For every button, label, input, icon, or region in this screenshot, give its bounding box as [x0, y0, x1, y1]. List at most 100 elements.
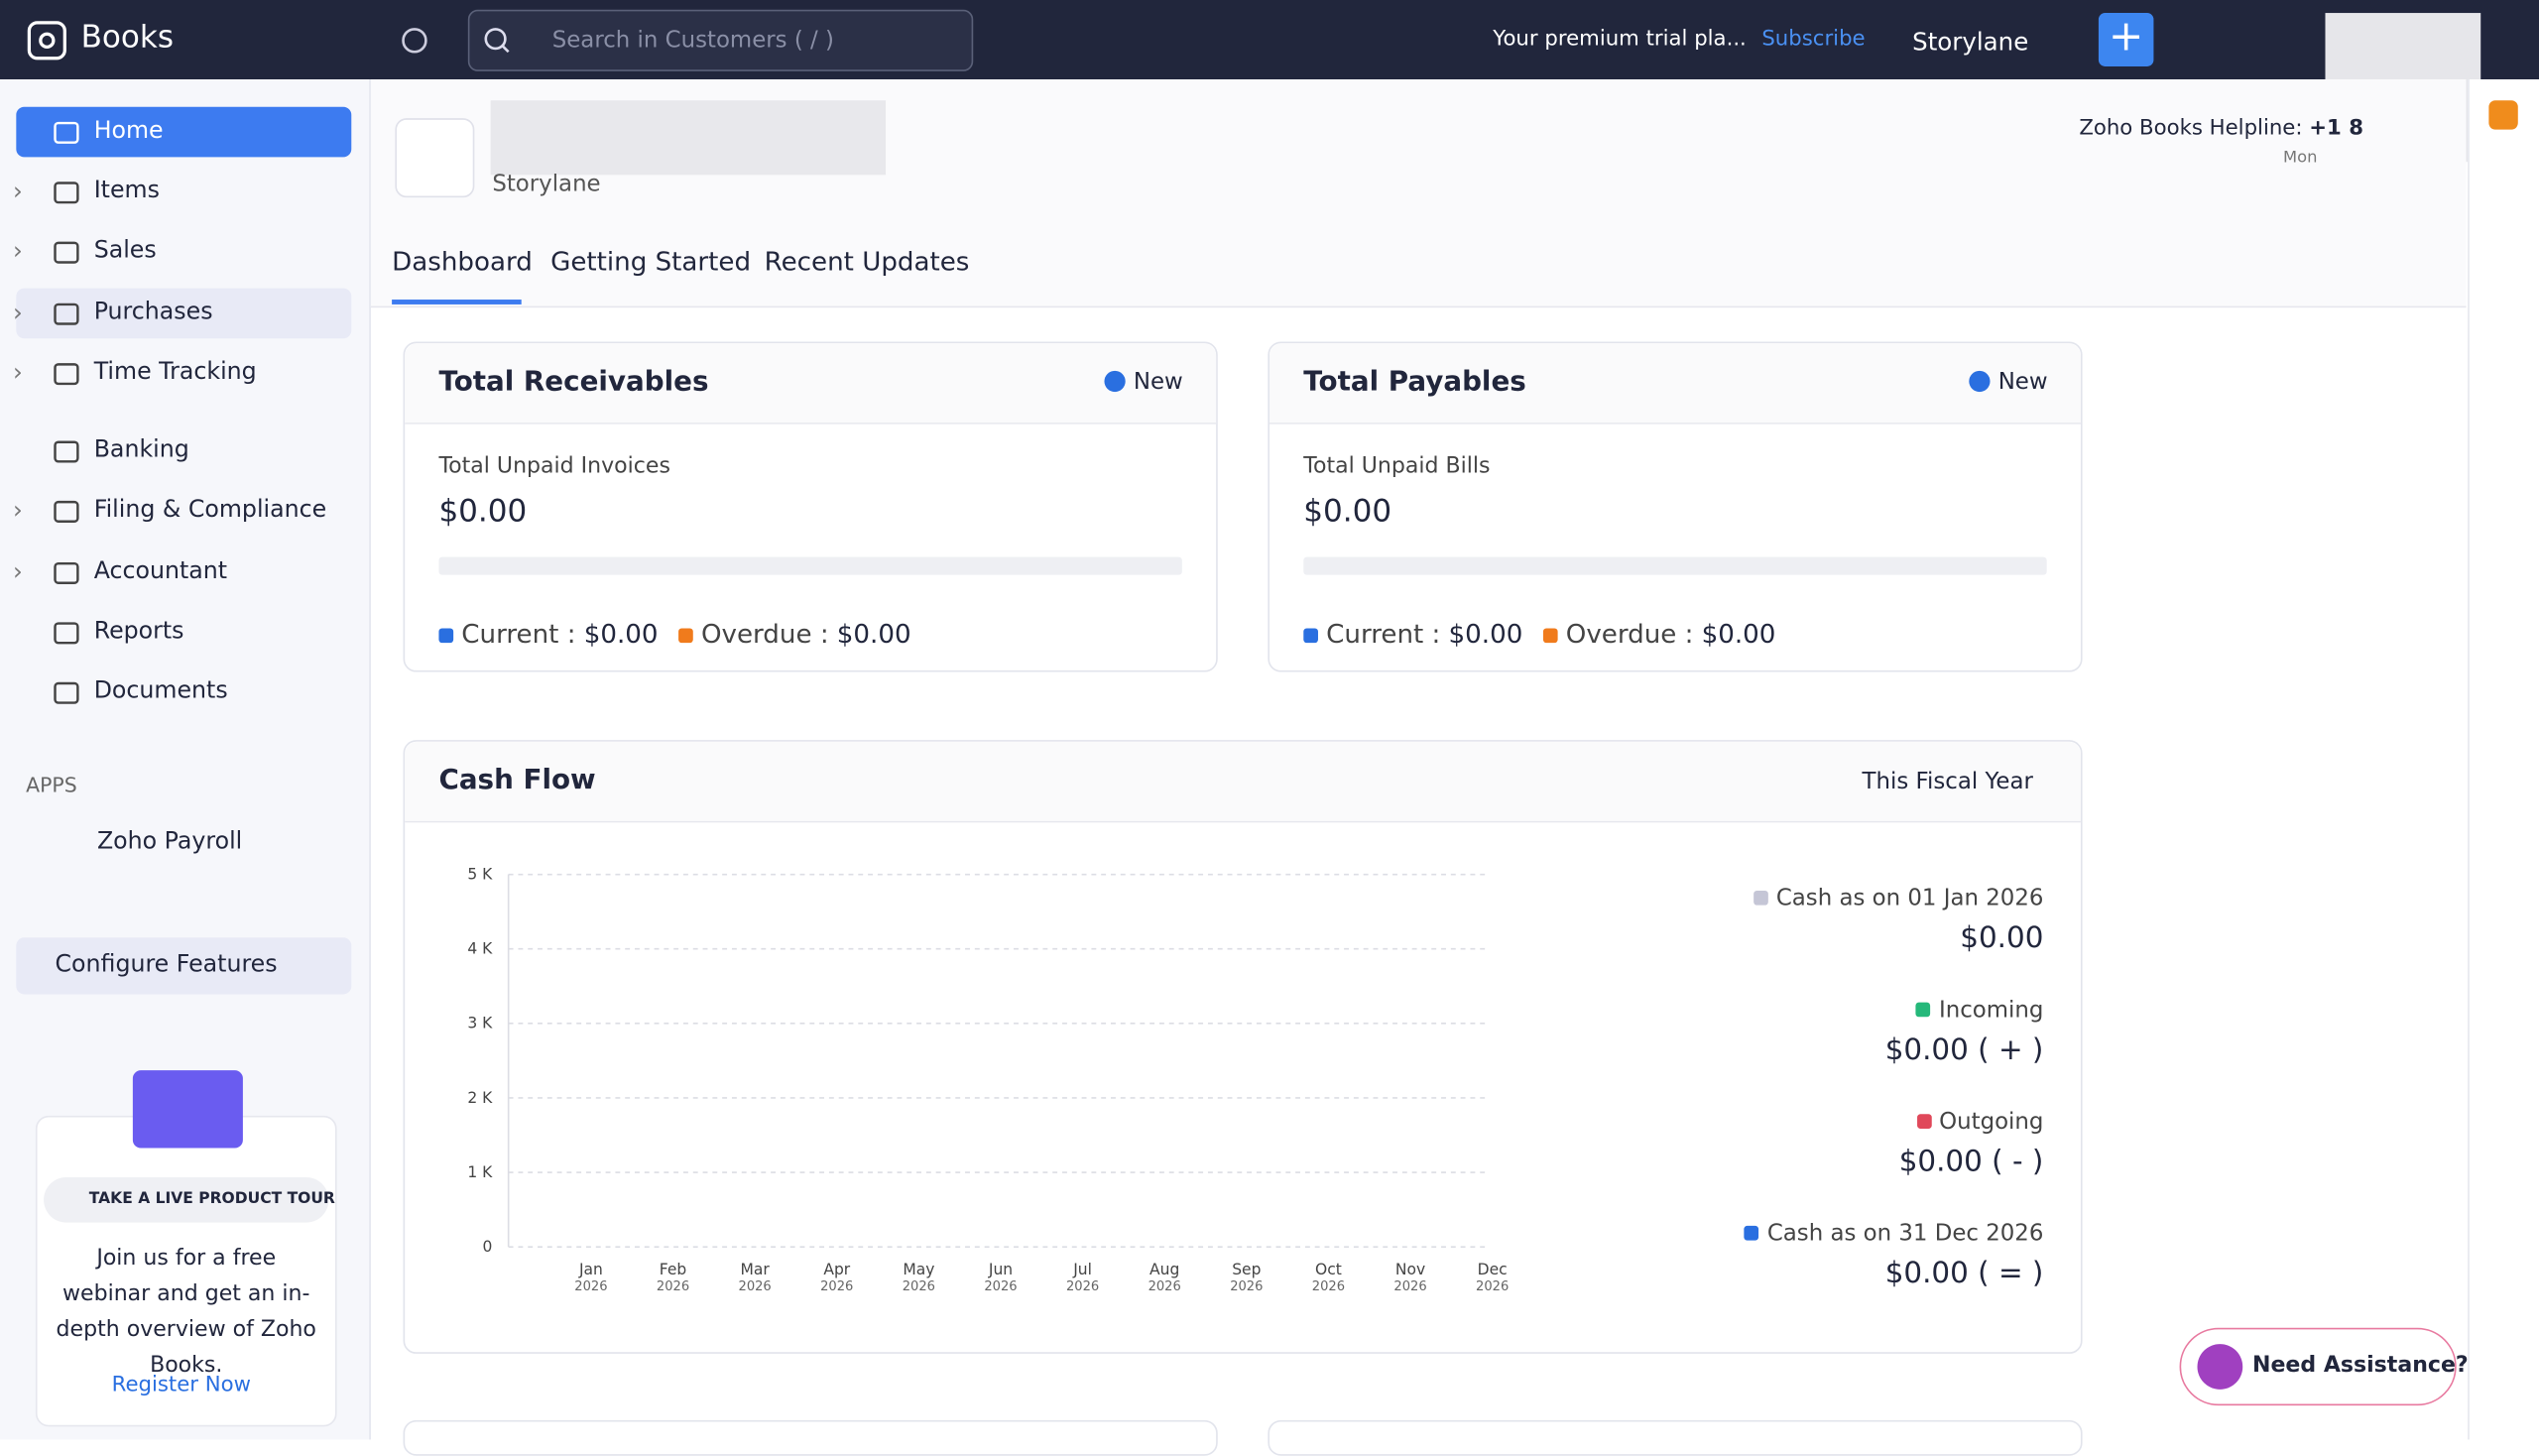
nav-item[interactable]: › Accountant — [13, 547, 351, 598]
search-box[interactable]: Search in Customers ( / ) — [467, 9, 974, 71]
right-rail — [2468, 79, 2539, 1440]
legend-swatch — [1916, 1114, 1931, 1129]
expand-chevron[interactable]: › — [13, 236, 23, 266]
tab[interactable]: Recent Updates — [764, 246, 970, 278]
plus-icon — [1969, 370, 1991, 393]
icon-shape — [54, 681, 79, 704]
y-tick-label: 3 K — [467, 1015, 493, 1032]
nav-item[interactable]: › Items — [13, 167, 351, 217]
y-tick-label: 2 K — [467, 1089, 493, 1107]
card-header — [405, 741, 2081, 823]
app-item[interactable]: Zoho Payroll — [96, 828, 243, 856]
summary-value: $0.00 — [1448, 618, 1523, 650]
promo-link[interactable]: Register Now — [111, 1373, 252, 1397]
receivables-card: Total Receivables New Total Unpaid Invoice… — [403, 341, 1218, 672]
summary-label: Current : — [1326, 618, 1441, 650]
period-select[interactable]: This Fiscal Year — [1862, 769, 2033, 795]
nav-icon — [54, 622, 79, 645]
nav-item[interactable]: › Filing & Compliance — [13, 486, 351, 537]
icon-shape — [54, 561, 79, 584]
nav-item[interactable]: Banking — [16, 425, 351, 476]
helpline-number: +1 8 — [2309, 116, 2363, 142]
progress-track — [1303, 556, 2047, 575]
promo-badge-text: TAKE A LIVE PRODUCT TOUR — [88, 1190, 335, 1208]
nav-item[interactable]: › Time Tracking — [13, 348, 351, 399]
promo-badge: TAKE A LIVE PRODUCT TOUR — [44, 1176, 335, 1223]
icon-shape — [54, 303, 79, 325]
progress-track — [438, 556, 1182, 575]
plus-icon — [1104, 370, 1126, 393]
nav-item[interactable]: Home — [16, 106, 352, 158]
card-title: Cash Flow — [438, 764, 596, 797]
card-header — [1270, 343, 2081, 425]
new-button[interactable]: New — [1969, 369, 2048, 396]
x-tick-label: Aug — [1149, 1261, 1179, 1278]
summary-label: Overdue : — [700, 618, 829, 650]
summary-value: $0.00 — [836, 618, 911, 650]
expand-chevron[interactable]: › — [13, 298, 23, 327]
sidebar: Home › Items › Sales › Purchases › Time Tracking… — [0, 79, 371, 1440]
x-tick-label: Jul — [1072, 1261, 1092, 1278]
legend-text: Incoming — [1938, 997, 2044, 1024]
nav-label: Home — [93, 118, 164, 145]
expand-chevron[interactable]: › — [13, 556, 23, 587]
promo-text: Join us for a free webinar and get an in… — [56, 1245, 316, 1379]
nav-item[interactable]: › Purchases — [13, 288, 352, 339]
x-tick-year: 2026 — [739, 1279, 772, 1294]
tab[interactable]: Getting Started — [550, 246, 752, 278]
apps-heading: APPS — [26, 772, 77, 797]
nav-icon — [54, 500, 79, 523]
tab[interactable]: Dashboard — [392, 246, 533, 278]
expand-chevron[interactable]: › — [13, 495, 23, 525]
card-total: $0.00 — [1303, 493, 1392, 530]
top-bar: Books Search in Customers ( / ) Your pre… — [0, 0, 2539, 163]
new-label: New — [1997, 369, 2048, 396]
x-tick-label: Jan — [578, 1261, 603, 1278]
nav-label: Accountant — [93, 558, 228, 585]
nav-label: Time Tracking — [93, 359, 257, 386]
icon-shape — [54, 182, 79, 204]
nav-item[interactable]: Documents — [16, 667, 351, 718]
configure-button[interactable]: Configure Features — [16, 937, 352, 995]
help-icon[interactable] — [2488, 100, 2518, 130]
nav-icon — [54, 241, 79, 264]
payables-card: Total Payables New Total Unpaid Bills $0.00… — [1268, 341, 2083, 672]
nav-icon — [54, 561, 79, 584]
card-subtitle: Total Unpaid Bills — [1303, 453, 1491, 480]
x-tick-label: Sep — [1232, 1261, 1261, 1278]
card-subtitle: Total Unpaid Invoices — [438, 453, 670, 480]
x-tick-year: 2026 — [1230, 1279, 1263, 1294]
legend-value: $0.00 ( = ) — [1884, 1256, 2044, 1291]
summary-label: Overdue : — [1565, 618, 1694, 650]
add-button[interactable]: + — [2098, 13, 2154, 66]
x-tick-label: Nov — [1395, 1261, 1425, 1278]
recent-button[interactable] — [399, 24, 431, 57]
nav-item[interactable]: Reports — [16, 607, 351, 658]
expand-chevron[interactable]: › — [13, 176, 23, 206]
org-name-blurred — [490, 100, 887, 176]
card-title: Total Receivables — [438, 365, 709, 399]
helpline-hours: Mon — [2283, 149, 2318, 168]
x-tick-label: Dec — [1478, 1261, 1508, 1278]
legend-label: Outgoing — [1916, 1109, 2043, 1135]
x-tick-year: 2026 — [1312, 1279, 1345, 1294]
logo — [27, 21, 66, 61]
org-switcher[interactable]: Storylane — [1912, 27, 2029, 58]
nav-icon — [54, 182, 79, 204]
assistance-button[interactable]: Need Assistance? — [2179, 1327, 2469, 1406]
overdue-summary: Overdue : $0.00 — [678, 619, 911, 650]
subscribe-link[interactable]: Subscribe — [1761, 27, 1866, 53]
x-tick-label: Apr — [823, 1261, 850, 1278]
legend-swatch — [1753, 890, 1768, 906]
x-tick-label: Feb — [660, 1261, 686, 1278]
icon-shape — [54, 440, 79, 463]
expand-chevron[interactable]: › — [13, 357, 23, 388]
assistance-text: Need Assistance? — [2252, 1352, 2469, 1379]
legend-text: Cash as on 31 Dec 2026 — [1766, 1221, 2044, 1248]
x-tick-label: Jun — [988, 1261, 1013, 1278]
nav-icon — [54, 363, 79, 386]
new-button[interactable]: New — [1104, 369, 1183, 395]
card-title: Total Payables — [1303, 365, 1526, 399]
nav-item[interactable]: › Sales — [13, 227, 351, 278]
